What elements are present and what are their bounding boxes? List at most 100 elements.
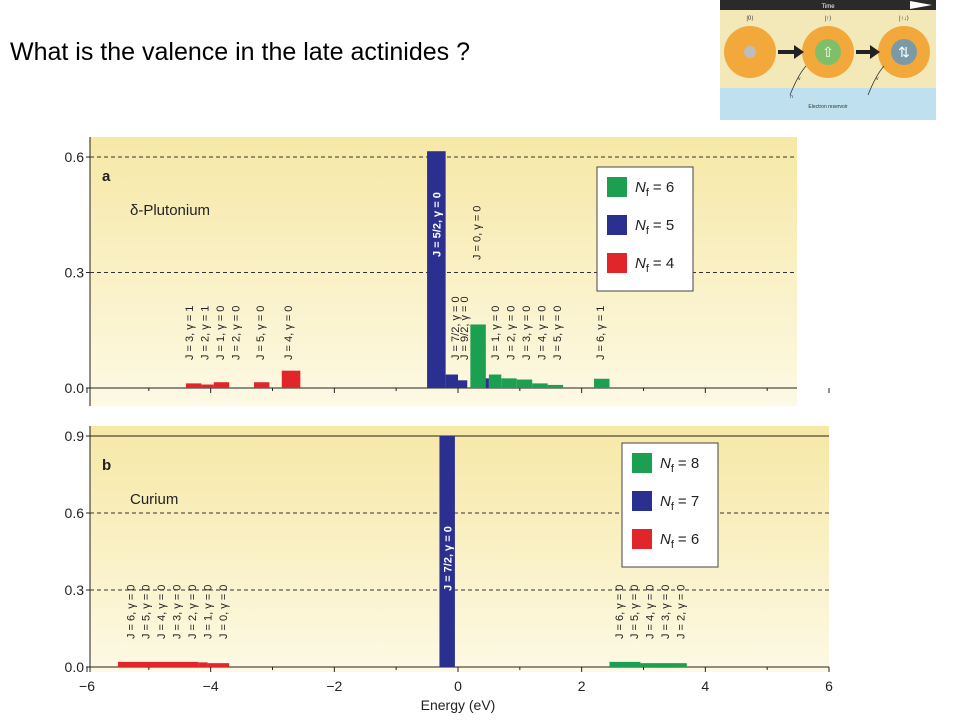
legend-swatch — [632, 491, 652, 511]
bar-annotation: J = 0, γ = 0 — [218, 585, 230, 639]
legend-symbol: N — [660, 455, 671, 472]
legend-subscript: f — [646, 187, 650, 199]
panel-title: δ-Plutonium — [130, 202, 210, 219]
bar-annotation: J = 3, γ = 0 — [521, 306, 533, 360]
bar-annotation: J = 4, γ = 0 — [536, 306, 548, 360]
panel-label: b — [102, 457, 111, 474]
legend-value: = 4 — [653, 255, 674, 272]
legend: Nf = 8Nf = 7Nf = 6 — [621, 442, 719, 568]
inset-state-2: |↑↓⟩ — [899, 15, 909, 22]
legend-swatch — [632, 529, 652, 549]
bar-annotation: J = 5, γ = 0 — [552, 306, 564, 360]
bar-annotation: J = 4, γ = 0 — [283, 306, 295, 360]
x-tick-label: 4 — [701, 678, 709, 694]
x-tick-label: 2 — [578, 678, 586, 694]
bar-0-0 — [117, 661, 199, 667]
legend-entry-label: Nf = 6 — [635, 179, 674, 199]
bar-2-6 — [594, 378, 610, 388]
bar-annotation: J = 7/2, γ = 0 — [450, 296, 462, 360]
legend-swatch — [607, 177, 627, 197]
bar-annotation: J = 2, γ = 1 — [199, 306, 211, 360]
legend-entry-label: Nf = 4 — [635, 255, 674, 275]
inset-core-1 — [815, 39, 841, 65]
legend-subscript: f — [671, 501, 675, 513]
bar-annotation: J = 1, γ = 0 — [490, 306, 502, 360]
bar-annotation: J = 2, γ = 0 — [676, 585, 688, 639]
bar-1-0 — [439, 436, 455, 667]
inset-hop-2 — [867, 65, 885, 96]
bar-1-1 — [445, 374, 458, 388]
bar-annotation: J = 7/2, γ = 0 — [442, 526, 454, 591]
legend-swatch — [632, 453, 652, 473]
inset-time-bar — [720, 0, 936, 10]
slide-title: What is the valence in the late actinide… — [10, 38, 470, 66]
bar-annotation: J = 5, γ = 0 — [141, 585, 153, 639]
bar-annotation: J = 6, γ = 0 — [614, 585, 626, 639]
legend-value: = 8 — [678, 455, 699, 472]
bar-0-4 — [281, 370, 301, 388]
inset-spin-pair-icon: ⇅ — [898, 44, 910, 60]
inset-state-1: |↑⟩ — [825, 15, 832, 22]
bar-2-0 — [609, 661, 641, 667]
legend-entry-label: Nf = 8 — [660, 455, 699, 475]
legend-symbol: N — [635, 217, 646, 234]
inset-core-2 — [891, 39, 917, 65]
y-tick-label: 0.9 — [65, 428, 85, 444]
bar-0-0 — [185, 383, 202, 388]
bar-annotation: J = 1, γ = 0 — [215, 306, 227, 360]
bar-2-0 — [470, 324, 486, 388]
x-tick-label: 6 — [825, 678, 833, 694]
inset-reservoir-label: Electron reservoir — [808, 104, 848, 110]
bar-2-1 — [488, 374, 502, 388]
panel-title: Curium — [130, 491, 178, 508]
y-tick-label: 0.6 — [65, 505, 85, 521]
x-tick-label: −4 — [203, 678, 219, 694]
bar-annotation: J = 0, γ = 0 — [472, 206, 484, 260]
inset-illustration: Time |0⟩ |↑⟩ |↑↓⟩ Electron reservoir ⇧ ⇅… — [720, 0, 936, 120]
y-tick-label: 0.6 — [65, 149, 85, 165]
y-tick-label: 0.0 — [65, 659, 85, 675]
legend-subscript: f — [671, 463, 675, 475]
bar-annotation: J = 4, γ = 0 — [645, 585, 657, 639]
legend-symbol: N — [660, 531, 671, 548]
bar-2-5 — [547, 384, 564, 388]
bar-annotation: J = 4, γ = 0 — [156, 585, 168, 639]
legend-value: = 5 — [653, 217, 674, 234]
inset-state-0: |0⟩ — [746, 15, 753, 22]
bar-annotation: J = 5, γ = 0 — [255, 306, 267, 360]
legend-subscript: f — [646, 263, 650, 275]
y-tick-label: 0.3 — [65, 582, 85, 598]
bar-1-0 — [427, 151, 446, 388]
legend-value: = 7 — [678, 493, 699, 510]
bar-annotation: J = 3, γ = 1 — [184, 306, 196, 360]
bar-0-2 — [213, 382, 230, 388]
chart-panel-b: 0.0 0.3 0.6 0.9 b Curium J = 6, γ = 0 J = 5, γ … — [65, 426, 833, 713]
bar-annotation: J = 6, γ = 0 — [125, 585, 137, 639]
legend-swatch — [607, 215, 627, 235]
inset-arrow-label-1: v — [798, 76, 801, 82]
bar-2-1 — [640, 663, 687, 667]
bar-annotation: J = 2, γ = 0 — [230, 306, 242, 360]
inset-arrow-1-head-icon — [794, 45, 804, 59]
bar-2-4 — [532, 383, 548, 388]
inset-spin-up-icon: ⇧ — [822, 44, 834, 60]
bar-2-3 — [516, 379, 533, 388]
y-tick-label: 0.3 — [65, 265, 85, 281]
legend-swatch — [607, 253, 627, 273]
bar-1-2 — [458, 380, 468, 388]
legend-symbol: N — [635, 255, 646, 272]
x-tick-label: −6 — [79, 678, 95, 694]
legend-value: = 6 — [678, 531, 699, 548]
inset-arrow-2-head-icon — [870, 45, 880, 59]
bar-annotation: J = 9/2, γ = 0 — [459, 296, 471, 360]
x-tick-label: 0 — [454, 678, 462, 694]
legend-symbol: N — [635, 179, 646, 196]
bar-2-2 — [501, 378, 517, 388]
legend-entry-label: Nf = 5 — [635, 217, 674, 237]
inset-hop-1 — [789, 65, 807, 96]
bar-annotation: J = 6, γ = 1 — [595, 306, 607, 360]
inset-time-label: Time — [821, 4, 835, 10]
bar-annotation: J = 3, γ = 0 — [172, 585, 184, 639]
